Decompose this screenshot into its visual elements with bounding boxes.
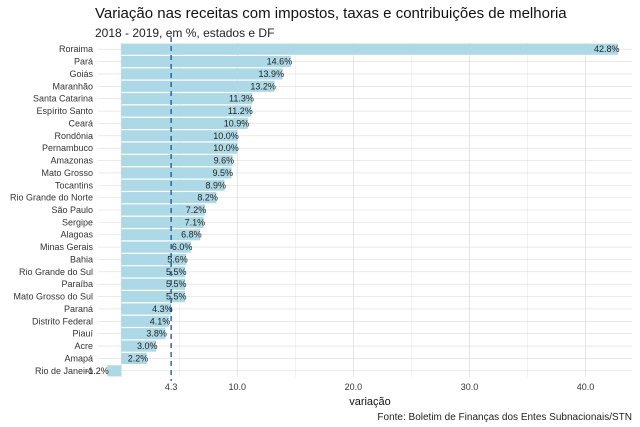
category-label: Piauí [72, 329, 93, 339]
value-label: 5.5% [166, 267, 187, 277]
value-label: -1.2% [85, 366, 109, 376]
x-tick-label: 30.0 [461, 382, 479, 392]
bar [121, 291, 186, 303]
category-label: Tocantins [55, 180, 94, 190]
value-label: 10.9% [224, 118, 250, 128]
bar [121, 204, 205, 216]
bar [121, 253, 187, 266]
chart-caption: Fonte: Boletim de Finanças dos Entes Sub… [377, 412, 632, 423]
category-label: São Paulo [51, 205, 93, 215]
category-label: Rio Grande do Sul [19, 267, 93, 277]
bar [121, 315, 169, 327]
x-tick-label: 40.0 [577, 382, 595, 392]
category-label: Acre [74, 341, 93, 351]
value-label: 42.8% [594, 44, 620, 54]
x-axis-title: variação [349, 396, 391, 408]
bars-layer [107, 43, 619, 377]
bar [121, 216, 204, 228]
category-label: Rondônia [54, 131, 93, 141]
category-label: Bahia [70, 254, 93, 264]
value-label: 3.0% [137, 341, 158, 351]
bar [121, 93, 253, 105]
category-label: Alagoas [60, 230, 93, 240]
value-label: 9.5% [212, 168, 233, 178]
bar [121, 130, 238, 142]
chart-subtitle: 2018 - 2019, em %, estados e DF [95, 26, 275, 40]
bar [121, 68, 283, 80]
value-label: 9.6% [214, 156, 235, 166]
x-tick-label: 10.0 [229, 382, 247, 392]
x-tick-label: 20.0 [345, 382, 363, 392]
bar [107, 365, 122, 377]
value-label: 4.1% [150, 316, 171, 326]
bar [121, 229, 201, 241]
category-label: Mato Grosso do Sul [13, 292, 93, 302]
bar [121, 266, 186, 278]
value-label: 6.0% [172, 242, 193, 252]
category-label: Distrito Federal [32, 316, 93, 326]
value-label: 5.5% [166, 279, 187, 289]
value-label: 13.9% [259, 69, 285, 79]
bar [121, 142, 238, 154]
value-label: 11.2% [228, 106, 253, 116]
category-label: Rio de Janeiro [35, 366, 93, 376]
category-label: Mato Grosso [41, 168, 93, 178]
category-label: Paraíba [61, 279, 93, 289]
category-label: Roraima [59, 44, 93, 54]
labels-layer: Roraima 42.8% Pará 14.6% Goiás 13.9% Maranhão 1… [10, 44, 620, 376]
value-label: 3.8% [146, 329, 167, 339]
value-label: 5.5% [166, 292, 187, 302]
value-label: 4.3% [152, 304, 173, 314]
bar [121, 55, 291, 68]
value-label: 6.8% [181, 230, 202, 240]
value-label: 2.2% [128, 353, 149, 363]
category-label: Goiás [69, 69, 93, 79]
bar [121, 80, 275, 92]
value-label: 14.6% [267, 57, 293, 67]
chart-title: Variação nas receitas com impostos, taxa… [95, 5, 567, 22]
value-label: 13.2% [250, 81, 276, 91]
bar [121, 105, 252, 117]
value-label: 10.0% [213, 131, 239, 141]
category-label: Minas Gerais [40, 242, 94, 252]
bar [121, 117, 248, 129]
category-label: Espírito Santo [36, 106, 93, 116]
category-label: Pernambuco [42, 143, 93, 153]
x-tick-label: 4.3 [165, 382, 178, 392]
value-label: 7.1% [185, 217, 206, 227]
bar [121, 241, 191, 253]
category-label: Rio Grande do Norte [10, 193, 93, 203]
category-label: Maranhão [52, 81, 93, 91]
x-axis: 4.3 10.0 20.0 30.0 40.0 [165, 382, 594, 392]
bar [121, 303, 172, 315]
bar [121, 340, 157, 352]
category-label: Paraná [64, 304, 93, 314]
bar [121, 192, 217, 204]
category-label: Sergipe [62, 217, 93, 227]
value-label: 8.2% [197, 193, 218, 203]
bar [121, 278, 186, 290]
bar [121, 43, 619, 55]
value-label: 8.9% [206, 180, 227, 190]
category-label: Santa Catarina [33, 94, 93, 104]
bar [121, 352, 147, 365]
category-label: Ceará [68, 118, 93, 128]
bar [121, 328, 166, 340]
value-label: 5.6% [167, 254, 188, 264]
category-label: Amazonas [50, 156, 93, 166]
category-label: Pará [74, 57, 93, 67]
bar [121, 179, 225, 191]
value-label: 11.3% [229, 94, 254, 104]
value-label: 10.0% [213, 143, 239, 153]
value-label: 7.2% [186, 205, 207, 215]
bar [121, 167, 232, 179]
bar [121, 154, 233, 167]
category-label: Amapá [64, 353, 93, 363]
